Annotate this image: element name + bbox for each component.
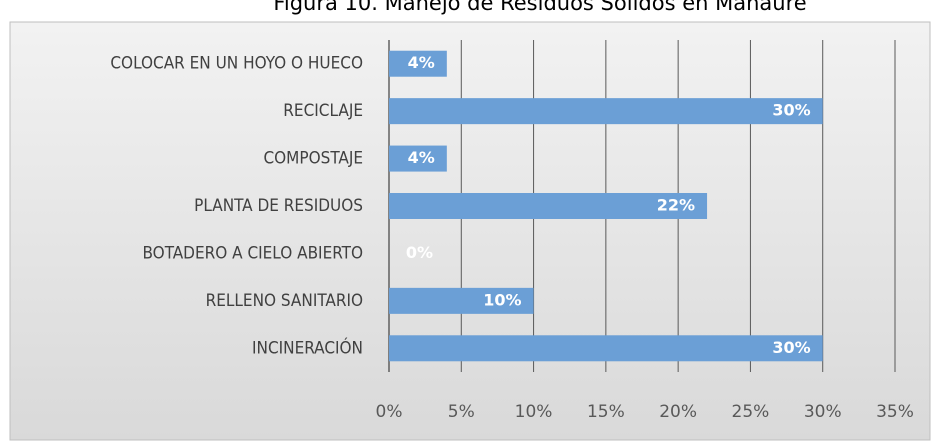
value-label: 10% xyxy=(483,290,521,309)
bar xyxy=(389,145,447,172)
y-tick-label: RELLENO SANITARIO xyxy=(206,291,363,311)
plot-background xyxy=(9,21,931,441)
y-tick-label: COMPOSTAJE xyxy=(263,149,363,169)
bar xyxy=(389,335,823,362)
value-label: 0% xyxy=(406,243,433,262)
value-label: 4% xyxy=(408,53,435,72)
x-tick-label: 5% xyxy=(448,402,475,422)
bar xyxy=(389,287,534,314)
y-tick-label: COLOCAR EN UN HOYO O HUECO xyxy=(110,54,363,74)
chart-title: Figura 10. Manejo de Residuos Sólidos en… xyxy=(273,0,806,15)
y-tick-label: PLANTA DE RESIDUOS xyxy=(194,196,363,216)
x-tick-label: 20% xyxy=(659,402,697,422)
x-tick-label: 0% xyxy=(376,402,403,422)
title-band xyxy=(0,0,937,20)
bar xyxy=(389,50,447,77)
x-tick-label: 30% xyxy=(804,402,842,422)
value-label: 22% xyxy=(657,196,695,215)
y-tick-label: BOTADERO A CIELO ABIERTO xyxy=(142,243,363,263)
value-label: 30% xyxy=(772,101,810,120)
bar xyxy=(389,98,823,125)
value-label: 4% xyxy=(408,148,435,167)
x-tick-label: 25% xyxy=(732,402,770,422)
y-tick-label: INCINERACIÓN xyxy=(252,336,363,358)
x-tick-label: 35% xyxy=(876,402,914,422)
y-tick-label: RECICLAJE xyxy=(283,101,363,121)
value-label: 30% xyxy=(772,338,810,357)
x-tick-label: 15% xyxy=(587,402,625,422)
x-tick-label: 10% xyxy=(515,402,553,422)
bar xyxy=(389,193,708,219)
